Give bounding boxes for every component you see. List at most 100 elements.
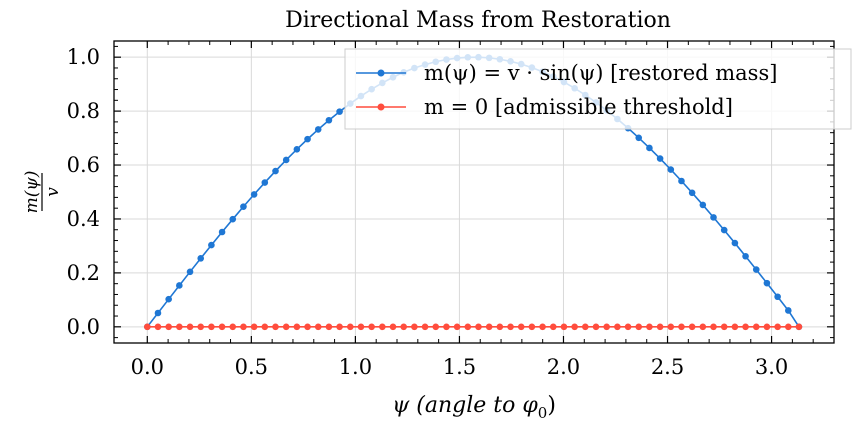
data-point xyxy=(250,191,258,198)
y-tick-label: 0.6 xyxy=(67,153,100,177)
data-point xyxy=(646,323,653,331)
data-point xyxy=(752,266,760,273)
data-point xyxy=(346,323,354,331)
y-tick-label: 0.8 xyxy=(67,99,100,123)
data-point xyxy=(304,323,311,331)
data-point xyxy=(614,323,621,331)
legend-marker-restored-mass xyxy=(377,69,385,77)
data-point xyxy=(571,323,578,331)
data-point xyxy=(218,228,226,236)
data-point xyxy=(539,323,546,331)
data-point xyxy=(314,323,322,331)
data-point xyxy=(368,323,375,331)
data-point xyxy=(336,323,343,331)
data-point xyxy=(720,226,728,234)
data-point xyxy=(154,323,162,331)
data-point xyxy=(688,323,696,331)
data-point xyxy=(176,282,183,289)
data-point xyxy=(742,252,749,260)
data-point xyxy=(186,323,194,331)
x-tick-label: 1.0 xyxy=(339,355,372,379)
data-point xyxy=(208,241,215,249)
data-point xyxy=(250,323,258,331)
x-tick-label: 0.5 xyxy=(235,355,268,379)
data-point xyxy=(154,309,162,317)
data-point xyxy=(261,323,269,331)
x-tick-label: 1.5 xyxy=(443,355,476,379)
legend-item-restored-mass: m(ψ) = v · sin(ψ) [restored mass] xyxy=(356,61,777,85)
legend: m(ψ) = v · sin(ψ) [restored mass] m = 0 … xyxy=(344,48,852,130)
legend-item-admissible-threshold: m = 0 [admissible threshold] xyxy=(356,95,733,119)
data-point xyxy=(774,323,781,331)
data-point xyxy=(517,323,525,331)
data-point xyxy=(549,323,557,331)
x-tick-label: 0.0 xyxy=(131,355,164,379)
data-point xyxy=(774,293,781,301)
chart-title: Directional Mass from Restoration xyxy=(285,8,671,33)
tick-labels: 0.0 0.5 1.0 1.5 2.0 2.5 3.0 0.0 0.2 0.4 0.6 0.8 1.0 xyxy=(67,45,789,379)
series-1 xyxy=(143,323,803,331)
data-point xyxy=(667,166,675,173)
data-point xyxy=(507,323,514,331)
data-point xyxy=(646,144,653,152)
y-axis-label-denominator: v xyxy=(43,187,63,197)
data-point xyxy=(635,323,643,331)
data-point xyxy=(411,323,418,331)
y-tick-label: 0.4 xyxy=(67,207,100,231)
legend-marker-admissible-threshold xyxy=(377,103,385,111)
x-axis-label-close: ) xyxy=(547,393,556,418)
data-point xyxy=(624,323,632,331)
data-point xyxy=(432,323,440,331)
y-tick-label: 1.0 xyxy=(67,45,100,69)
data-point xyxy=(325,323,333,331)
data-point xyxy=(475,323,482,331)
data-point xyxy=(742,323,749,331)
data-point xyxy=(208,323,215,331)
data-point xyxy=(603,323,610,331)
data-point xyxy=(752,323,760,331)
x-axis-label-main: ψ (angle to φ xyxy=(392,393,538,418)
y-tick-label: 0.2 xyxy=(67,261,100,285)
legend-box xyxy=(344,48,852,130)
legend-label-admissible-threshold: m = 0 [admissible threshold] xyxy=(424,95,733,119)
data-point xyxy=(336,108,343,115)
data-point xyxy=(176,323,183,331)
data-point xyxy=(240,203,247,210)
data-point xyxy=(710,214,717,221)
data-point xyxy=(197,255,205,262)
data-point xyxy=(261,179,269,186)
data-point xyxy=(485,323,493,331)
data-point xyxy=(635,134,643,142)
y-tick-label: 0.0 xyxy=(67,315,100,339)
data-point xyxy=(186,268,194,276)
data-point xyxy=(496,323,504,331)
x-axis-label: ψ (angle to φ0) xyxy=(392,393,556,422)
data-point xyxy=(293,146,301,153)
data-point xyxy=(443,323,450,331)
data-point xyxy=(795,323,803,331)
data-point xyxy=(560,323,568,331)
data-point xyxy=(731,239,739,247)
data-point xyxy=(582,323,589,331)
data-point xyxy=(731,323,739,331)
data-point xyxy=(272,167,279,175)
data-point xyxy=(143,323,151,331)
data-point xyxy=(464,323,472,331)
data-point xyxy=(325,116,333,124)
data-point xyxy=(699,201,707,209)
data-point xyxy=(688,189,696,197)
data-point xyxy=(165,323,172,331)
ticks xyxy=(114,41,834,343)
data-point xyxy=(229,323,237,331)
data-point xyxy=(763,279,771,287)
plot-frame xyxy=(113,40,835,344)
data-point xyxy=(421,323,429,331)
data-point xyxy=(763,323,771,331)
data-point xyxy=(282,323,290,331)
data-point xyxy=(678,323,685,331)
data-point xyxy=(282,156,290,164)
data-point xyxy=(197,323,205,331)
x-axis-label-sub: 0 xyxy=(538,404,548,422)
data-point xyxy=(667,323,675,331)
x-tick-label: 2.0 xyxy=(547,355,580,379)
